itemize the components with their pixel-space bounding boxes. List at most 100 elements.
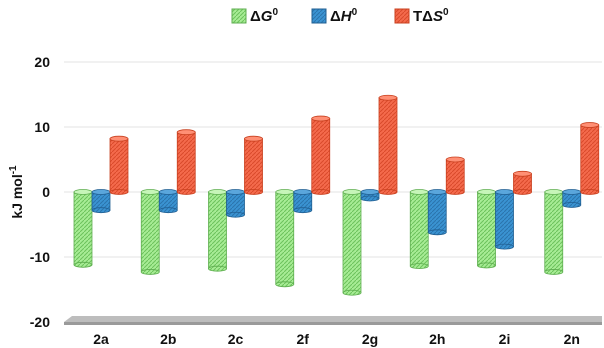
bar [109, 135, 129, 195]
bar-base [244, 189, 263, 195]
y-tick-label: -20 [30, 314, 50, 330]
bar-cap [226, 189, 245, 195]
bar-base [360, 195, 380, 202]
bar-base [445, 189, 465, 195]
bar-body [445, 159, 465, 193]
bar [140, 189, 160, 275]
y-tick-labels: -20 -10 0 10 20 [30, 54, 50, 330]
x-category-label: 2g [362, 331, 378, 347]
legend-swatch [394, 8, 410, 24]
bar [158, 189, 178, 214]
bar [580, 122, 600, 195]
bar-base [91, 207, 111, 214]
legend-label: TΔS0 [413, 7, 449, 25]
bar-body [244, 138, 263, 193]
bar-body [477, 191, 496, 266]
bar-base [477, 262, 496, 269]
legend-delta: TΔ [413, 8, 433, 25]
bar-base [158, 207, 178, 214]
legend-symbol: S [433, 8, 443, 25]
bar [208, 189, 227, 272]
bar-body [226, 191, 245, 216]
bar [445, 156, 465, 195]
bar-cap [140, 189, 160, 195]
bar [409, 189, 429, 270]
bar [275, 189, 295, 288]
bar-body [140, 191, 160, 273]
legend-sup: 0 [352, 7, 358, 18]
y-tick-label: 20 [34, 54, 50, 70]
bar [378, 94, 398, 195]
bar-cap [427, 189, 447, 195]
bar-base [140, 269, 160, 275]
bar [73, 189, 93, 268]
bar-cap [293, 189, 313, 195]
bar-cap [244, 135, 263, 142]
bar-base [208, 265, 227, 272]
bar-base [409, 263, 429, 270]
bar-cap [378, 94, 398, 101]
floor-top [64, 316, 602, 322]
bar-body [378, 97, 398, 193]
legend-item: ΔG0 [231, 7, 278, 25]
y-axis-label-main: kJ mol [9, 174, 25, 218]
bar-base [109, 189, 129, 195]
bar-body [208, 191, 227, 270]
bar [544, 189, 564, 275]
bar-base [73, 261, 93, 268]
bar-body [275, 191, 295, 285]
x-category-labels: 2a 2b 2c 2f 2g 2h 2i 2n [93, 331, 580, 347]
y-tick-label: 0 [42, 184, 50, 200]
legend-symbol: G [261, 8, 273, 25]
bar-cap [580, 122, 600, 128]
bar [477, 189, 496, 269]
y-axis-label: kJ mol-1 [8, 165, 25, 219]
bar [495, 189, 514, 250]
bar-cap [158, 189, 178, 195]
bar-body [544, 191, 564, 273]
legend: ΔG0 Δ H0 TΔS0 [231, 7, 449, 25]
x-category-label: 2f [297, 331, 310, 347]
bar-body [427, 191, 447, 233]
floor-edge [64, 322, 602, 325]
legend-swatch [311, 8, 327, 24]
bar-body [580, 124, 600, 193]
bar-cap [176, 129, 196, 136]
bar-cap [477, 189, 496, 195]
bar-body [73, 191, 93, 266]
bar-cap [73, 189, 93, 195]
bar-cap [275, 189, 295, 195]
bar-base [378, 189, 398, 195]
bar-base [311, 189, 331, 195]
bar-base [176, 189, 196, 195]
bar [176, 129, 196, 195]
bar-base [544, 269, 564, 275]
bar-body [311, 118, 331, 193]
bar-body [409, 191, 429, 267]
bar-base [275, 281, 295, 288]
bar-base [342, 289, 362, 296]
legend-symbol: H [341, 8, 353, 25]
bar [360, 189, 380, 202]
bar-body [176, 131, 196, 193]
bar-cap [208, 189, 227, 195]
legend-delta: Δ [250, 8, 261, 25]
y-axis-title: kJ mol-1 [8, 165, 25, 219]
x-category-label: 2n [564, 331, 580, 347]
x-category-label: 2b [160, 331, 176, 347]
bar-base [226, 211, 245, 218]
x-category-label: 2c [228, 331, 244, 347]
bar-body [109, 138, 129, 193]
legend-item: TΔS0 [394, 7, 449, 25]
bar-base [513, 189, 532, 195]
bars [73, 94, 600, 296]
bar-cap [360, 189, 380, 195]
bar-body [342, 191, 362, 294]
legend-label: ΔG0 [250, 7, 278, 25]
bar [427, 189, 447, 236]
bar-body [495, 191, 514, 247]
bar-cap [495, 189, 514, 195]
bar [342, 189, 362, 296]
bar-cap [342, 189, 362, 195]
